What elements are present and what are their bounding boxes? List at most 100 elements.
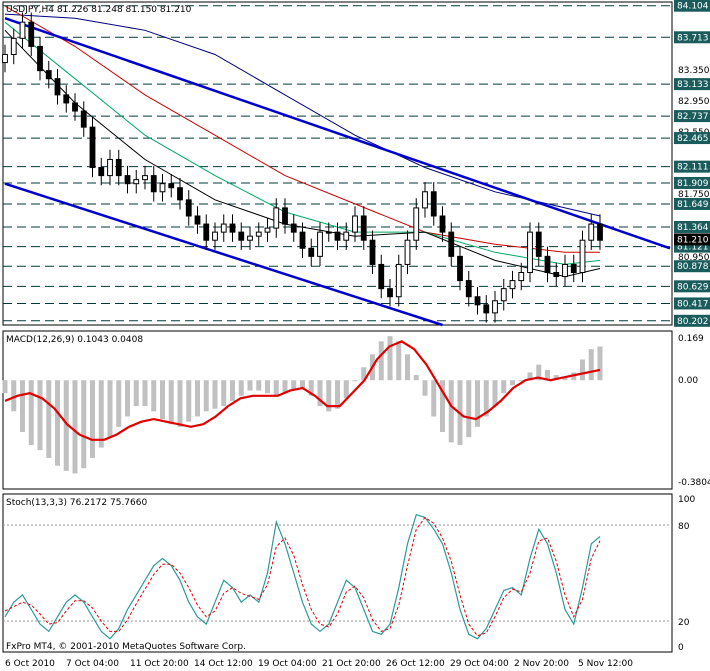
candle-body [509, 280, 516, 290]
macd-bar [20, 380, 25, 433]
level-tag-label: 83.133 [677, 80, 709, 90]
level-tag [674, 132, 710, 145]
candle-body [220, 223, 227, 233]
level-tag [674, 0, 710, 12]
macd-bar [536, 364, 542, 381]
candle-body [483, 304, 490, 314]
level-tag-label: 80.629 [677, 282, 709, 292]
trendline[interactable] [4, 16, 671, 250]
stoch-panel[interactable]: 100 80 20 0 Stoch(13,3,3) 76.2172 75.766… [2, 493, 695, 653]
macd-panel[interactable]: 0.169 0.00 -0.3804 MACD(12,26,9) 0.1043 … [2, 330, 710, 490]
level-tag [674, 280, 710, 293]
level-tag-label: 80.202 [677, 317, 709, 327]
macd-tick: 0.00 [678, 376, 698, 386]
candle-body [597, 223, 603, 241]
macd-bar [168, 380, 174, 425]
candle-body [159, 183, 166, 193]
candle-body [177, 187, 183, 201]
candle-body [352, 215, 358, 233]
price-tick: 81.750 [678, 190, 710, 200]
macd-bar [483, 380, 489, 417]
candle-body [562, 263, 568, 278]
level-tag-label: 83.713 [677, 33, 709, 43]
macd-bar [98, 380, 104, 448]
macd-bar [308, 380, 314, 396]
time-tick: 6 Oct 2010 [5, 659, 55, 669]
candle-body [45, 70, 52, 80]
level-tag-label: 84.104 [677, 2, 709, 12]
candle-body [500, 288, 507, 302]
candle-body [54, 78, 61, 96]
candle-body [299, 231, 306, 249]
macd-bar [501, 380, 507, 394]
level-tag [674, 78, 710, 91]
macd-bar [2, 380, 8, 394]
level-tags: 84.104 83.713 83.133 82.737 82.465 82.111 81.9… [674, 0, 710, 327]
time-tick: 11 Oct 20:00 [130, 659, 189, 669]
level-tag [674, 31, 710, 44]
time-tick: 7 Oct 04:00 [66, 659, 119, 669]
candle-body [124, 175, 131, 185]
candle-body [37, 45, 43, 72]
macd-tick: -0.3804 [678, 478, 710, 488]
macd-bar [265, 380, 270, 394]
macd-bar [300, 380, 305, 388]
macd-bar [431, 380, 437, 417]
current-price-label: 81.210 [677, 235, 709, 245]
candle-body [238, 231, 245, 241]
candle-body [212, 231, 218, 241]
macd-bar [352, 380, 358, 382]
trendline[interactable] [4, 182, 443, 327]
candle-body [2, 53, 8, 64]
candle-body [527, 231, 533, 274]
level-tag-label: 80.417 [677, 299, 709, 309]
macd-bar [361, 367, 367, 381]
macd-bar [343, 380, 349, 399]
macd-bar [28, 380, 34, 445]
candle-body [395, 263, 402, 298]
macd-bar [37, 380, 43, 451]
macd-bar [116, 380, 122, 427]
macd-bar [273, 380, 279, 396]
candle-body [387, 288, 393, 298]
level-tag-label: 82.465 [677, 134, 709, 144]
candle-body [98, 167, 105, 177]
macd-bar [203, 380, 209, 412]
candle-body [308, 247, 315, 257]
time-tick: 21 Oct 20:00 [322, 659, 381, 669]
level-tag [674, 110, 710, 123]
price-panel[interactable]: 83.350 82.950 82.550 81.750 80.950 84.10… [2, 0, 710, 327]
candle-body [553, 272, 560, 278]
candle-body [142, 175, 148, 181]
stoch-tick: 100 [678, 495, 695, 505]
macd-bar [580, 359, 585, 381]
candle-body [430, 191, 437, 217]
candle-body [422, 191, 428, 209]
macd-bar [81, 380, 87, 469]
candle-body [63, 94, 70, 104]
current-price-tag [674, 233, 710, 246]
macd-bar [588, 349, 594, 381]
candle-body [360, 215, 367, 241]
macd-bar [63, 380, 69, 471]
level-tag-label: 81.909 [677, 179, 709, 189]
time-tick: 14 Oct 12:00 [194, 659, 253, 669]
candle-body [203, 223, 210, 241]
macd-bar [247, 380, 253, 391]
macd-bar [55, 380, 60, 466]
candle-body [317, 231, 323, 257]
macd-bar [125, 380, 130, 417]
macd-bar [186, 380, 192, 422]
candle-body [72, 102, 78, 112]
candle-body [229, 223, 236, 233]
level-tag [674, 260, 710, 273]
macd-bar [405, 354, 410, 381]
macd-bar [553, 375, 559, 381]
level-tag [674, 197, 710, 210]
time-tick: 19 Oct 04:00 [258, 659, 317, 669]
macd-bar [335, 380, 340, 409]
macd-bar [597, 346, 603, 381]
trend-channel[interactable] [4, 16, 671, 327]
macd-bar [492, 380, 498, 407]
